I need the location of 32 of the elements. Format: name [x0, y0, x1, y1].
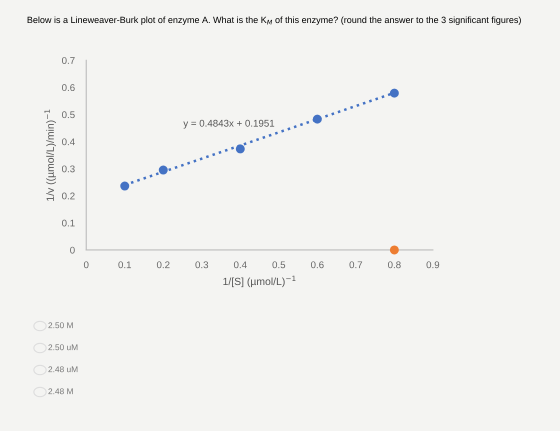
- x-tick-label: 0.8: [388, 261, 401, 268]
- text: 2.50 uM: [48, 344, 78, 350]
- y-tick-label: 0.4: [62, 138, 75, 146]
- x-axis-title: 1/[S] (µmol/L)$^{−1}$: [223, 276, 296, 288]
- point: [390, 88, 399, 98]
- x-tick-label: 0.2: [156, 261, 170, 268]
- x-tick-label: 0.5: [272, 261, 286, 268]
- point: [390, 245, 399, 254]
- point: [236, 144, 245, 154]
- text: 2.50 M: [48, 322, 73, 328]
- x-tick-label: 0.7: [349, 261, 362, 268]
- y-tick-label: 0.6: [62, 84, 75, 92]
- x-tick-label: 0.1: [118, 261, 132, 268]
- chart-title: Below is a Lineweaver-Burk plot of enzyme A. What is the K$_{M}$ of this enzyme? (round the answer to the 3 significant figures): [28, 16, 521, 25]
- x-tick-label: 0: [84, 261, 89, 268]
- text: 2.48 M: [48, 388, 73, 394]
- y-tick-label: 0.3: [62, 165, 75, 172]
- y-tick-label: 0.2: [62, 192, 75, 200]
- point: [120, 182, 130, 191]
- y-tick-label: 0.5: [62, 111, 75, 118]
- annotation: y = 0.4843x + 0.1951: [183, 120, 274, 129]
- point: [158, 166, 168, 175]
- y-axis-title: 1/v ((µmol/L)/min)$^{−1}$: [44, 110, 56, 201]
- x-tick-label: 0.9: [426, 261, 440, 268]
- x-tick-label: 0.6: [310, 261, 324, 268]
- y-tick-label: 0.7: [62, 57, 75, 64]
- point: [312, 114, 322, 124]
- x-tick-label: 0.4: [234, 261, 247, 268]
- text: 2.48 uM: [48, 366, 78, 372]
- y-tick-label: 0.1: [62, 220, 75, 227]
- y-tick-label: 0: [70, 246, 75, 254]
- x-tick-label: 0.3: [195, 261, 208, 268]
